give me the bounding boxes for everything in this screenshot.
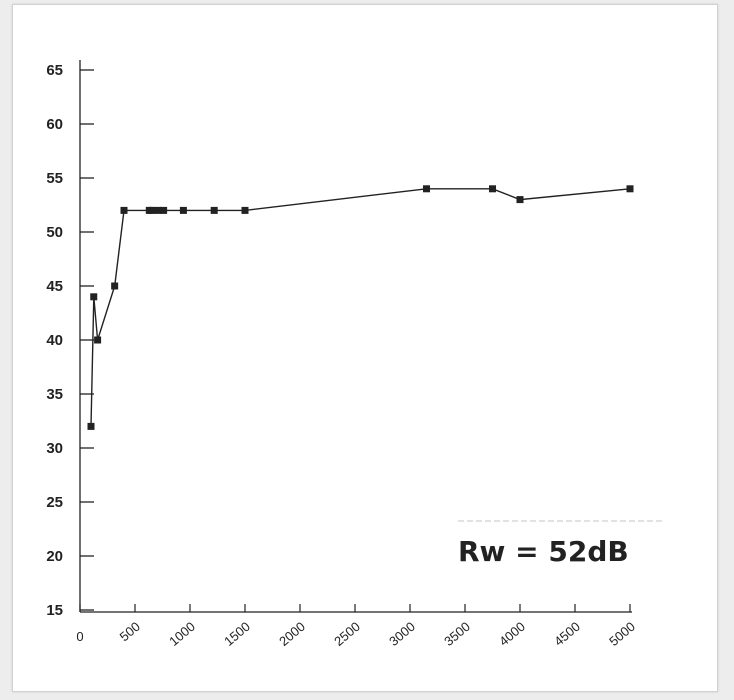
data-point (111, 282, 119, 290)
y-tick-label: 65 (46, 62, 63, 79)
x-tick-label: 5000 (606, 619, 638, 649)
data-point (423, 185, 430, 193)
y-tick-label: 35 (46, 386, 63, 403)
y-tick-label: 40 (46, 332, 63, 349)
data-point (94, 336, 102, 344)
data-point (516, 196, 524, 204)
x-tick-label: 3500 (441, 619, 473, 649)
y-tick-label: 30 (46, 440, 63, 457)
y-tick-label: 20 (46, 548, 63, 565)
series-markers (87, 185, 634, 430)
data-point (626, 185, 634, 193)
x-tick-label: 1000 (166, 619, 198, 649)
data-point (160, 206, 168, 214)
y-ticks: 15 20 25 30 35 40 45 50 55 60 65 (46, 62, 94, 619)
x-tick-label: 2000 (276, 619, 308, 649)
x-tick-label: 4500 (551, 619, 583, 649)
y-tick-label: 15 (46, 602, 63, 619)
data-point (179, 206, 187, 214)
data-point (210, 206, 218, 214)
axes (79, 60, 632, 613)
x-tick-label: 3000 (386, 619, 418, 649)
x-tick-label: 1500 (221, 619, 253, 649)
data-point (148, 206, 155, 214)
x-tick-label: 4000 (496, 619, 528, 649)
x-tick-label: 500 (117, 619, 143, 644)
data-point (120, 206, 128, 214)
data-point (489, 185, 496, 193)
y-tick-label: 50 (46, 224, 63, 241)
data-point (87, 422, 95, 430)
y-tick-label: 55 (46, 170, 63, 187)
chart-panel (12, 4, 718, 692)
x-tick-label: 2500 (331, 619, 363, 649)
series-line (90, 188, 631, 427)
rw-annotation: Rw = 52dB (458, 535, 629, 568)
y-tick-label: 60 (46, 116, 63, 133)
data-point (241, 206, 249, 214)
x-tick-label: 0 (76, 629, 83, 644)
data-point (154, 206, 162, 214)
data-point (90, 293, 98, 301)
y-tick-label: 25 (46, 494, 63, 511)
y-tick-label: 45 (46, 278, 63, 295)
x-ticks: 0 500 1000 1500 2000 2500 3000 3500 4000 4500 5000 (76, 604, 638, 649)
